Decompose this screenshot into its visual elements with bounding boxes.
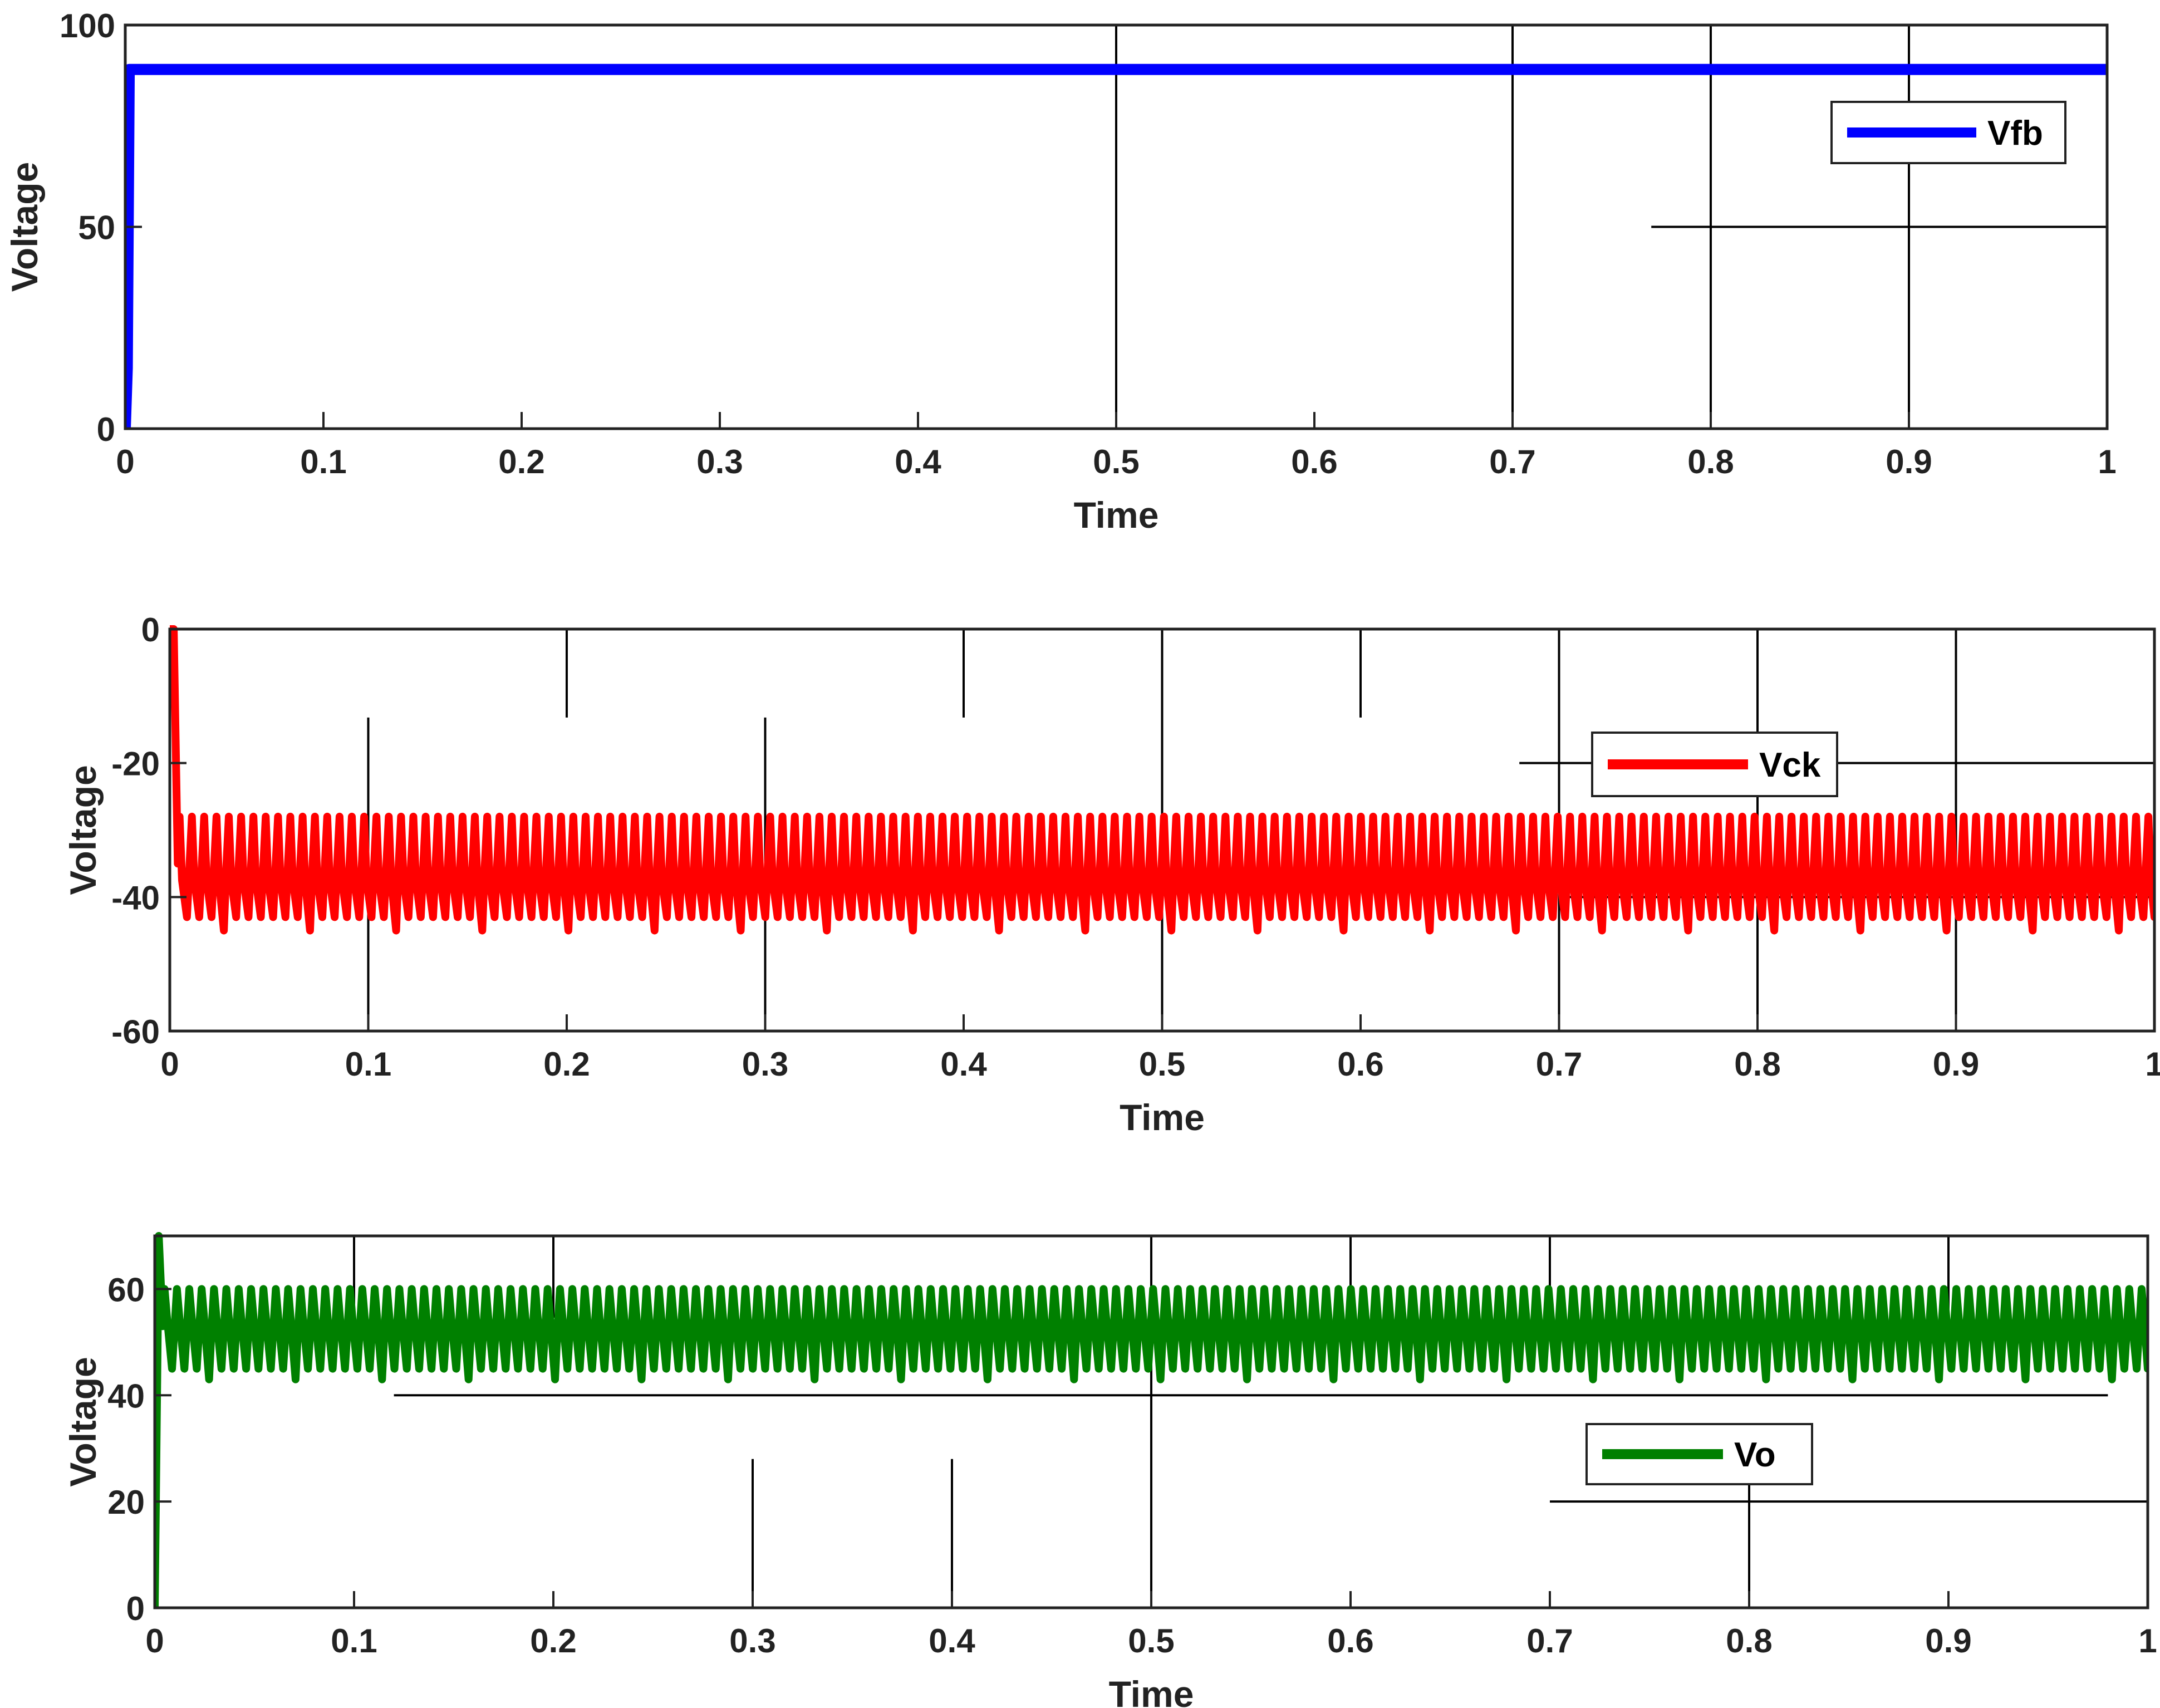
- x-tick-label: 0.6: [1337, 1046, 1383, 1083]
- x-tick-label: 0.3: [729, 1622, 775, 1660]
- y-tick-label: 100: [60, 7, 115, 45]
- y-tick-label: 0: [141, 611, 160, 649]
- y-axis-label: Voltage: [62, 765, 104, 895]
- x-tick-label: 0.1: [345, 1046, 391, 1083]
- x-tick-label: 0.3: [742, 1046, 788, 1083]
- x-tick-label: 0.9: [1886, 443, 1932, 480]
- x-tick-label: 0.7: [1526, 1622, 1573, 1660]
- x-tick-label: 1: [2098, 443, 2116, 480]
- x-axis-label: Time: [1120, 1097, 1205, 1138]
- x-tick-label: 0.3: [696, 443, 743, 480]
- x-tick-label: 0.7: [1536, 1046, 1582, 1083]
- y-tick-label: 0: [126, 1590, 145, 1627]
- x-tick-label: 0.4: [895, 443, 941, 480]
- y-tick-label: 40: [107, 1377, 145, 1415]
- x-axis-label: Time: [1074, 494, 1159, 536]
- x-tick-label: 0.2: [543, 1046, 590, 1083]
- y-tick-label: -60: [111, 1013, 160, 1051]
- x-tick-label: 0: [160, 1046, 179, 1083]
- y-tick-label: 0: [97, 411, 115, 448]
- y-tick-label: -40: [111, 879, 160, 916]
- legend: Vfb: [1830, 101, 2066, 164]
- x-tick-label: 0.5: [1093, 443, 1139, 480]
- legend-label: Vfb: [1987, 114, 2043, 153]
- vo-plot: 0 0.1 0.2 0.3 0.4 0.5 0.6 0.7 0.8 0.9 1 0 20 40 60 Time…: [62, 1232, 2157, 1708]
- y-tick-label: -20: [111, 745, 160, 783]
- x-tick-label: 0.8: [1726, 1622, 1772, 1660]
- x-tick-label: 0.2: [530, 1622, 576, 1660]
- x-tick-label: 0.5: [1139, 1046, 1185, 1083]
- x-tick-label: 0.1: [331, 1622, 377, 1660]
- y-tick-label: 60: [107, 1271, 145, 1308]
- y-axis-label: Voltage: [4, 162, 45, 292]
- series-line-vo: [155, 1232, 2148, 1608]
- legend: Vck: [1591, 732, 1838, 797]
- x-tick-label: 0.8: [1734, 1046, 1780, 1083]
- x-tick-label: 0.4: [940, 1046, 987, 1083]
- x-tick-label: 0.5: [1128, 1622, 1174, 1660]
- x-axis-label: Time: [1109, 1673, 1194, 1708]
- legend-label: Vo: [1734, 1436, 1776, 1474]
- legend-label: Vck: [1759, 746, 1821, 784]
- y-axis-label: Voltage: [62, 1357, 104, 1486]
- x-tick-label: 1: [2138, 1622, 2157, 1660]
- x-tick-label: 1: [2145, 1046, 2160, 1083]
- x-tick-label: 0.9: [1933, 1046, 1979, 1083]
- y-tick-label: 50: [78, 209, 115, 247]
- x-tick-label: 0.6: [1327, 1622, 1373, 1660]
- x-tick-label: 0.8: [1687, 443, 1734, 480]
- x-tick-label: 0.7: [1489, 443, 1535, 480]
- x-tick-label: 0: [116, 443, 134, 480]
- legend: Vo: [1585, 1423, 1813, 1485]
- x-tick-label: 0.2: [498, 443, 544, 480]
- x-tick-label: 0: [145, 1622, 164, 1660]
- x-tick-label: 0.1: [300, 443, 346, 480]
- series-line-vck: [170, 625, 2154, 935]
- x-tick-label: 0.9: [1925, 1622, 1971, 1660]
- x-tick-label: 0.4: [929, 1622, 975, 1660]
- vfb-plot: 0 0.1 0.2 0.3 0.4 0.5 0.6 0.7 0.8 0.9 1 0 50 100 Time V…: [4, 7, 2117, 536]
- x-tick-label: 0.6: [1291, 443, 1337, 480]
- vck-plot: 0 0.1 0.2 0.3 0.4 0.5 0.6 0.7 0.8 0.9 1 -60 -40 -20 0 T…: [62, 611, 2160, 1138]
- y-tick-label: 20: [107, 1484, 145, 1521]
